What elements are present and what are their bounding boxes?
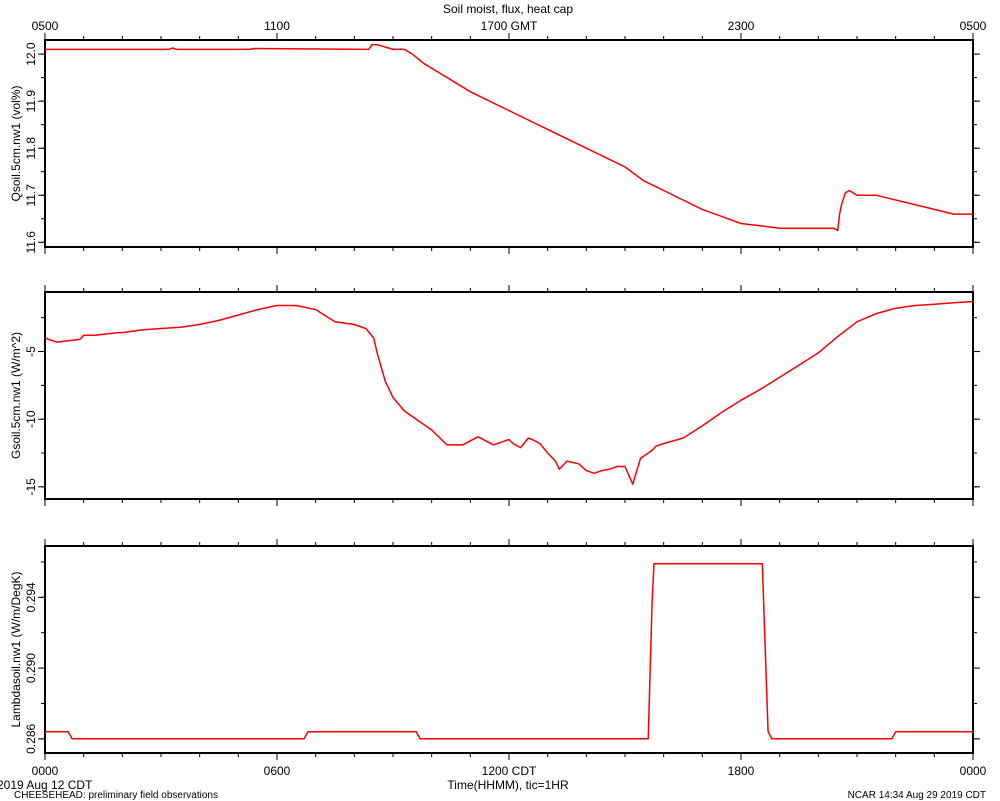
series-line (45, 562, 973, 740)
panel-frame (44, 39, 974, 248)
bottom-tick-label: 0000 (960, 764, 987, 778)
panel-frame (44, 291, 974, 500)
panel-2: -5 -10 -15 Gsoil.5cm.nw1 (W/m^2) (9, 285, 980, 506)
panel-frame (44, 545, 974, 754)
y-tick-label: 11.7 (24, 184, 38, 207)
series-line (44, 300, 974, 485)
top-tick-label: 0500 (32, 19, 59, 33)
y-tick-label: -10 (24, 410, 38, 428)
top-tick-label: 2300 (728, 19, 755, 33)
y-tick-label: 11.9 (24, 90, 38, 113)
panel-1: 11.6 11.7 11.8 11.9 12.0 Qsoil.5cm.nw1 (vol%) (9, 33, 980, 254)
bottom-tick-label: 1200 CDT (482, 764, 537, 778)
top-tick-label: 1100 (264, 19, 290, 33)
bottom-tick-label: 1800 (728, 764, 755, 778)
bottom-tick-label: 0600 (264, 764, 291, 778)
y-axis-label: Lambdasoil.nw1 (W/m/DegK) (9, 571, 23, 727)
y-tick-label: -15 (24, 478, 38, 496)
chart-panels: 11.6 11.7 11.8 11.9 12.0 Qsoil.5cm.nw1 (vol%)… (9, 33, 980, 760)
footer-project: CHEESEHEAD: preliminary field observatio… (14, 790, 218, 801)
series-line (45, 43, 973, 232)
chart-title: Soil moist, flux, heat cap (443, 2, 573, 16)
footer-date: 2019 Aug 12 CDT (0, 778, 93, 792)
y-axis-label: Qsoil.5cm.nw1 (vol%) (9, 85, 23, 201)
footer-stamp: NCAR 14:34 Aug 29 2019 CDT (847, 790, 986, 801)
y-axis-label: Gsoil.5cm.nw1 (W/m^2) (9, 332, 23, 459)
y-tick-label: 0.290 (24, 653, 38, 683)
bottom-axis-labels: 0000 0600 1200 CDT 1800 0000 (32, 764, 987, 778)
top-tick-label: 0500 (960, 19, 987, 33)
top-axis-labels: 0500 1100 1700 GMT 2300 0500 (32, 19, 987, 33)
y-tick-label: -5 (24, 346, 38, 357)
x-axis-label: Time(HHMM), tic=1HR (447, 778, 569, 792)
y-tick-label: 0.294 (24, 582, 38, 612)
y-tick-label: 11.8 (24, 137, 38, 160)
y-tick-label: 11.6 (24, 231, 38, 254)
bottom-tick-label: 0000 (32, 764, 59, 778)
y-tick-label: 0.286 (24, 724, 38, 754)
y-tick-label: 12.0 (24, 42, 38, 66)
top-tick-label: 1700 GMT (481, 19, 538, 33)
